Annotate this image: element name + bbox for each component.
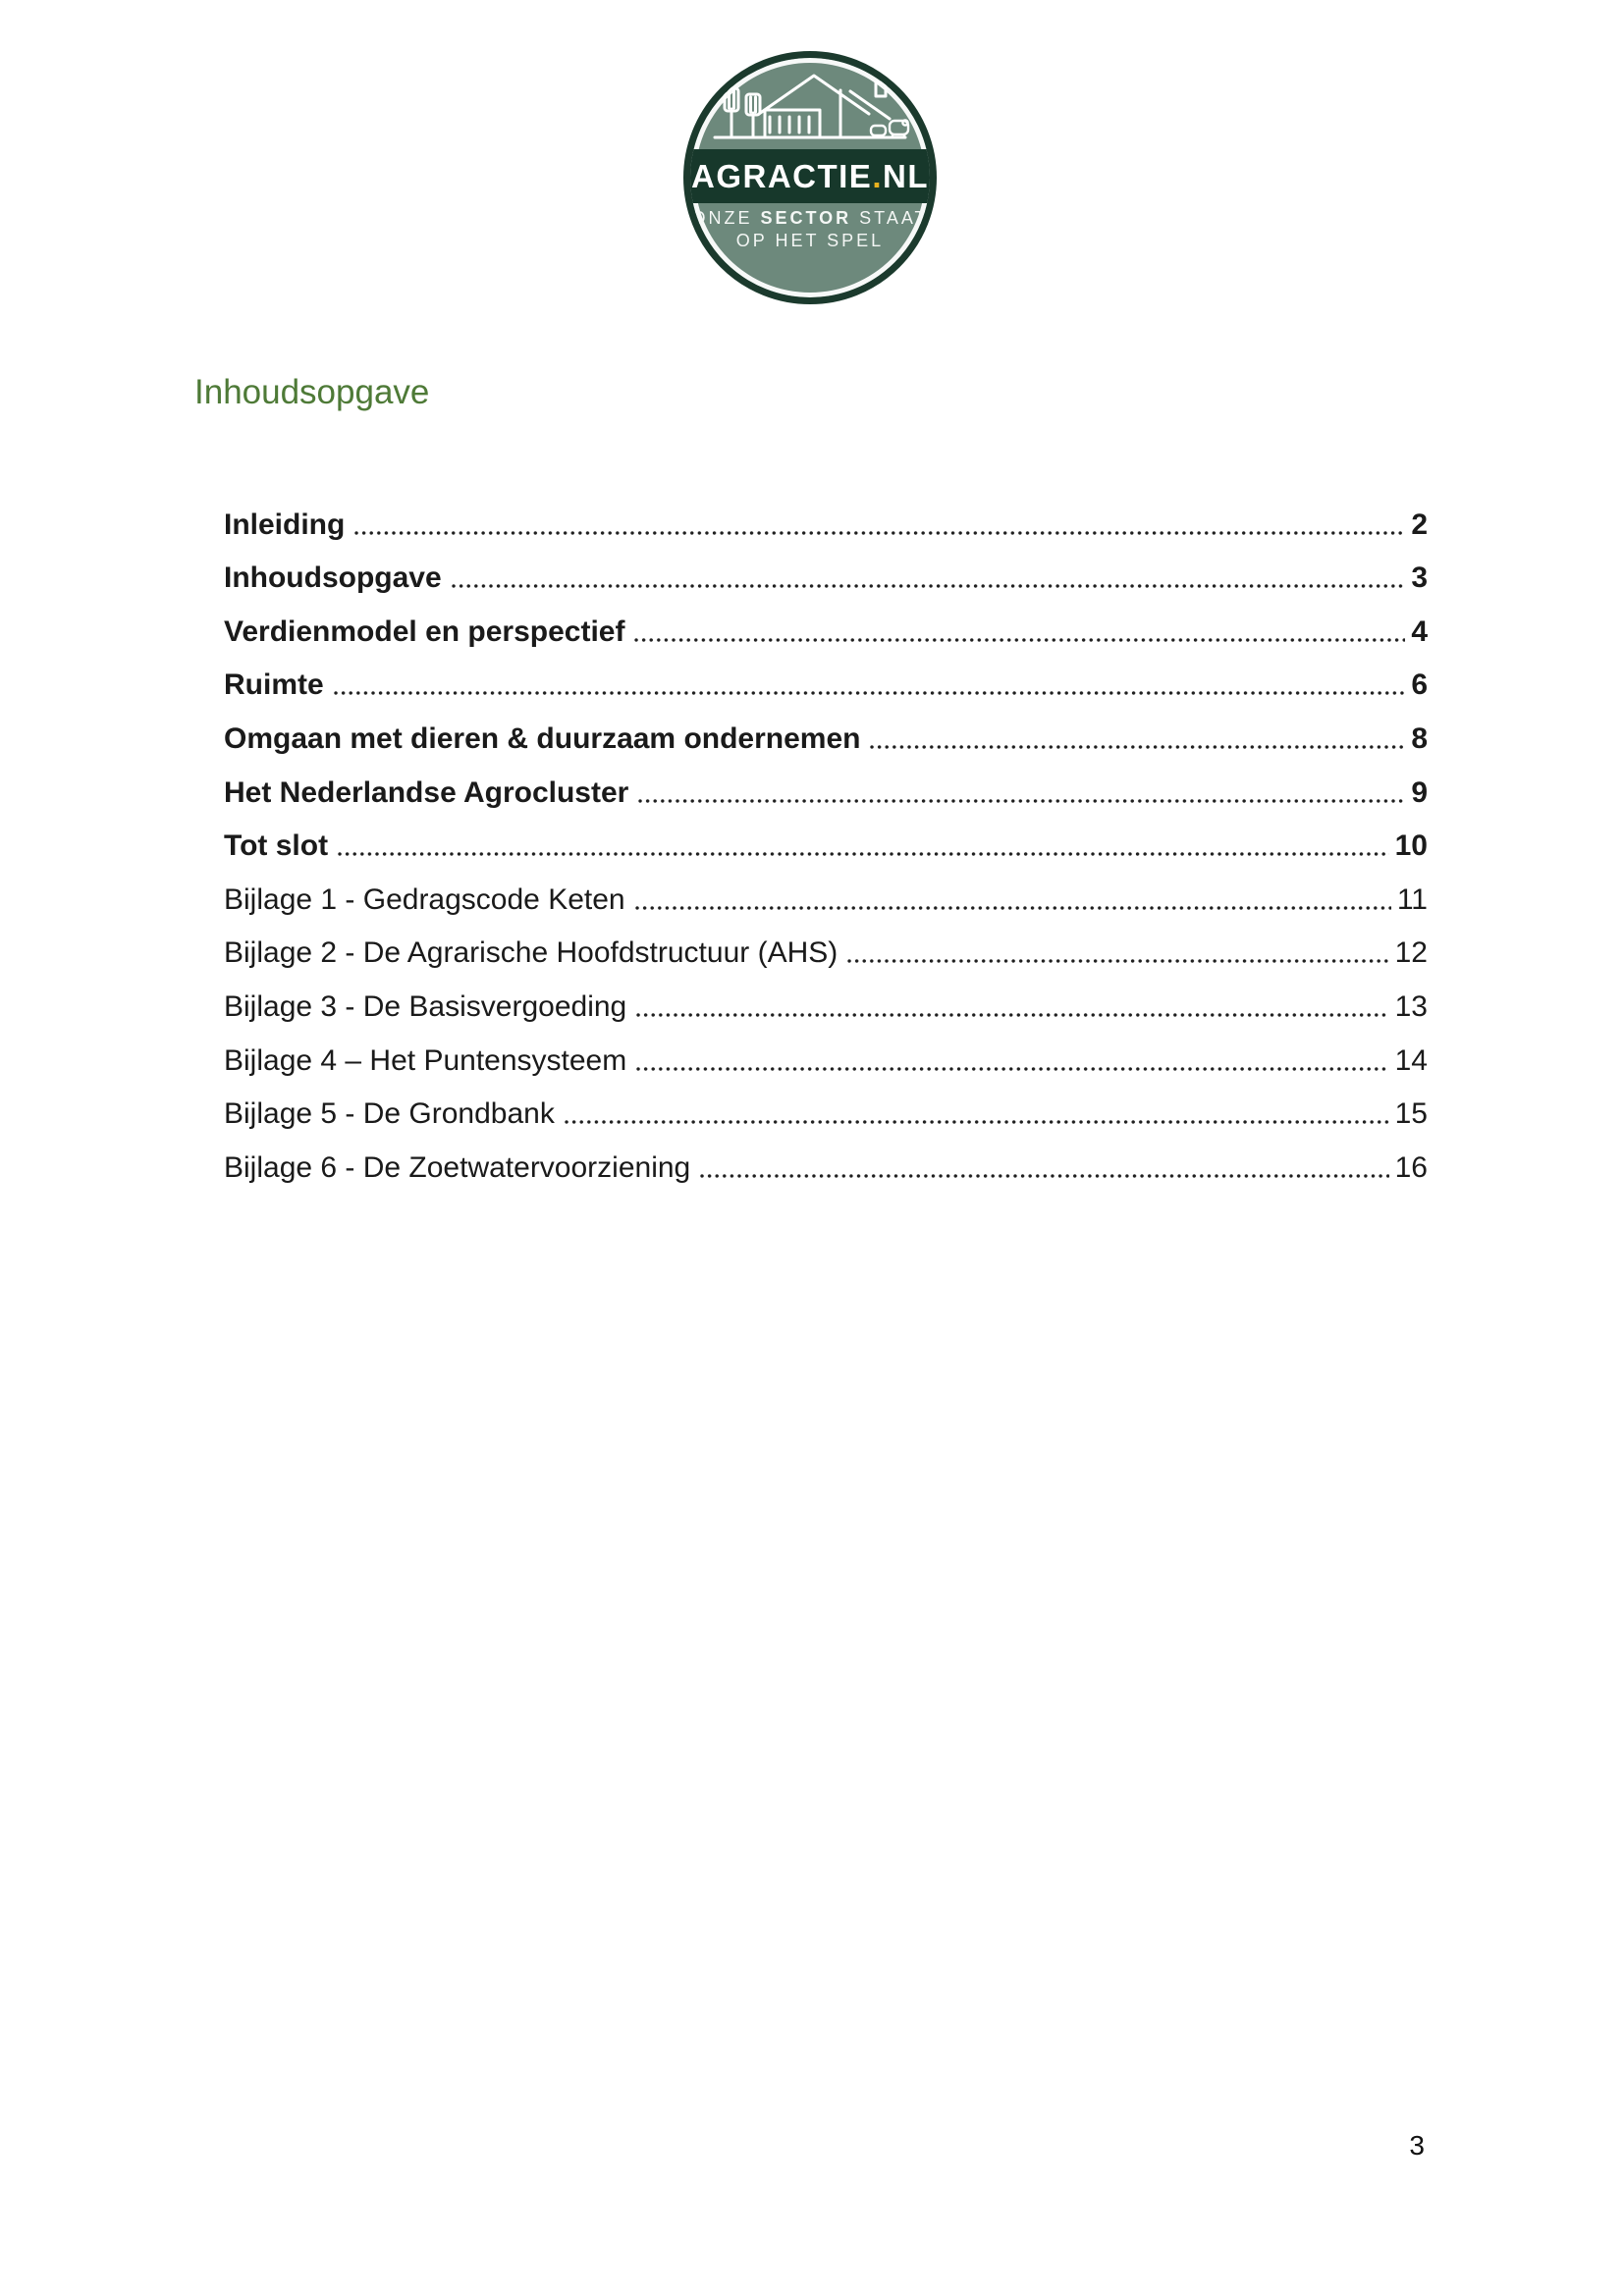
toc-entry-page-number: 8 [1411,721,1428,755]
barn-icon [757,74,892,139]
toc-entry-page-number: 2 [1411,507,1428,541]
toc-entry-page-number: 3 [1411,561,1428,595]
toc-entry[interactable]: Inleiding 2 [224,495,1428,549]
toc-entry[interactable]: Ruimte 6 [224,656,1428,710]
toc-entry[interactable]: Bijlage 1 - Gedragscode Keten 11 [224,870,1428,924]
toc-entry-label: Het Nederlandse Agrocluster [224,775,629,809]
footer-page-number: 3 [1409,2130,1425,2161]
toc-entry-label: Bijlage 6 - De Zoetwatervoorziening [224,1150,691,1184]
dot-leader [700,1173,1389,1178]
farm-illustration-icon [713,74,910,139]
dot-leader [636,1012,1389,1017]
toc-entry-page-number: 13 [1394,989,1428,1023]
dot-leader [451,584,1406,589]
toc-entry-page-number: 6 [1411,668,1428,702]
toc-entry-label: Bijlage 5 - De Grondbank [224,1097,555,1131]
toc-entry-label: Bijlage 4 – Het Puntensysteem [224,1043,627,1077]
toc-entry[interactable]: Bijlage 2 - De Agrarische Hoofdstructuur… [224,924,1428,978]
toc-entry-label: Bijlage 1 - Gedragscode Keten [224,882,625,916]
toc-entry-label: Inleiding [224,507,346,541]
toc-entry-page-number: 14 [1394,1043,1428,1077]
toc-entry-label: Inhoudsopgave [224,561,442,595]
dot-leader [636,1066,1389,1071]
brand-name: AGRACTIE.NL [690,157,929,194]
dot-leader [564,1120,1389,1125]
toc-entry-page-number: 11 [1396,882,1428,916]
toc-entry[interactable]: Omgaan met dieren & duurzaam ondernemen … [224,709,1428,763]
dot-leader [354,530,1406,535]
dot-leader [847,959,1389,964]
toc-entry[interactable]: Inhoudsopgave 3 [224,549,1428,603]
dot-leader [870,744,1406,749]
toc-entry[interactable]: Het Nederlandse Agrocluster 9 [224,763,1428,817]
toc-entry[interactable]: Verdienmodel en perspectief 4 [224,602,1428,656]
dot-leader [333,691,1406,696]
toc-entry-page-number: 4 [1411,614,1428,648]
toc-entry-page-number: 10 [1394,829,1428,863]
logo-tagline: ONZE SECTOR STAAT OP HET SPEL [691,208,929,250]
logo-band: AGRACTIE.NL [690,149,930,203]
dot-leader [338,852,1389,857]
toc-entry[interactable]: Bijlage 5 - De Grondbank 15 [224,1085,1428,1139]
toc-entry-label: Bijlage 2 - De Agrarische Hoofdstructuur… [224,936,839,970]
toc-entry-label: Bijlage 3 - De Basisvergoeding [224,989,627,1023]
dot-leader [634,905,1391,910]
toc-entry-page-number: 15 [1394,1097,1428,1131]
page-title: Inhoudsopgave [194,373,430,411]
wheat-icon [723,86,762,139]
brand-dot-accent: . [872,157,883,194]
toc-entry-page-number: 9 [1411,775,1428,809]
toc-entry-label: Verdienmodel en perspectief [224,614,625,648]
agractie-logo: AGRACTIE.NL ONZE SECTOR STAAT OP HET SPE… [683,51,937,304]
dot-leader [638,798,1406,803]
table-of-contents: Inleiding 2 Inhoudsopgave 3 Verdienmodel… [224,495,1428,1192]
livestock-icon [869,119,910,139]
toc-entry-page-number: 16 [1394,1150,1428,1184]
toc-entry[interactable]: Bijlage 4 – Het Puntensysteem 14 [224,1031,1428,1085]
dot-leader [634,637,1406,642]
toc-entry[interactable]: Bijlage 6 - De Zoetwatervoorziening 16 [224,1138,1428,1192]
toc-entry[interactable]: Bijlage 3 - De Basisvergoeding 13 [224,977,1428,1031]
toc-entry-page-number: 12 [1394,936,1428,970]
toc-entry[interactable]: Tot slot 10 [224,817,1428,871]
toc-entry-label: Tot slot [224,829,329,863]
toc-entry-label: Omgaan met dieren & duurzaam ondernemen [224,721,861,755]
toc-entry-label: Ruimte [224,668,324,702]
